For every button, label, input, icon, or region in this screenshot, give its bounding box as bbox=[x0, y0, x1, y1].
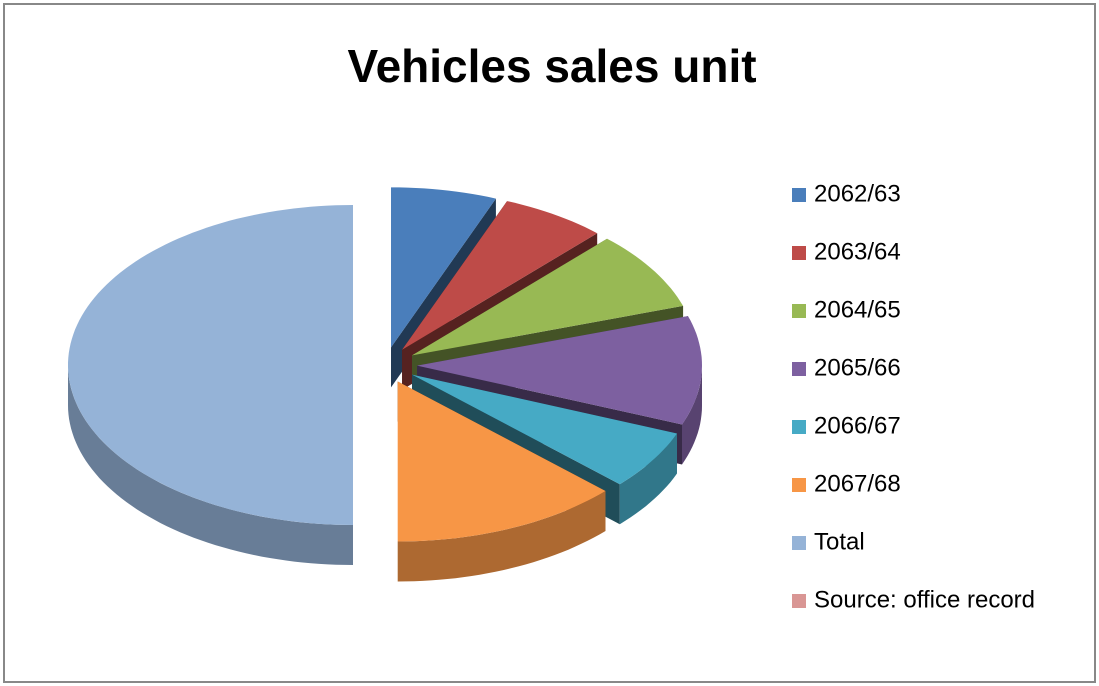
legend-label: 2067/68 bbox=[814, 470, 901, 497]
slice-side bbox=[68, 365, 353, 565]
legend-label: 2064/65 bbox=[814, 296, 901, 323]
legend-swatch bbox=[792, 594, 806, 608]
legend-label: 2063/64 bbox=[814, 238, 901, 265]
slice-side bbox=[619, 433, 677, 525]
legend-swatch bbox=[792, 536, 806, 550]
slice-side bbox=[397, 491, 606, 582]
legend-label: 2065/66 bbox=[814, 354, 901, 381]
slice bbox=[68, 205, 353, 525]
legend-label: Total bbox=[814, 528, 865, 555]
slice bbox=[402, 201, 598, 350]
slice bbox=[391, 187, 496, 348]
slice-side bbox=[682, 365, 702, 465]
legend-swatch bbox=[792, 188, 806, 202]
legend-swatch bbox=[792, 420, 806, 434]
chart-title: Vehicles sales unit bbox=[347, 40, 756, 92]
legend-swatch bbox=[792, 246, 806, 260]
slice bbox=[417, 316, 702, 425]
slice bbox=[412, 238, 684, 356]
legend-swatch bbox=[792, 304, 806, 318]
legend-label: Source: office record bbox=[814, 586, 1035, 613]
slice bbox=[412, 374, 677, 485]
slice bbox=[397, 381, 606, 542]
legend-swatch bbox=[792, 362, 806, 376]
legend-swatch bbox=[792, 478, 806, 492]
legend-label: 2066/67 bbox=[814, 412, 901, 439]
pie bbox=[68, 187, 702, 582]
legend-label: 2062/63 bbox=[814, 180, 901, 207]
